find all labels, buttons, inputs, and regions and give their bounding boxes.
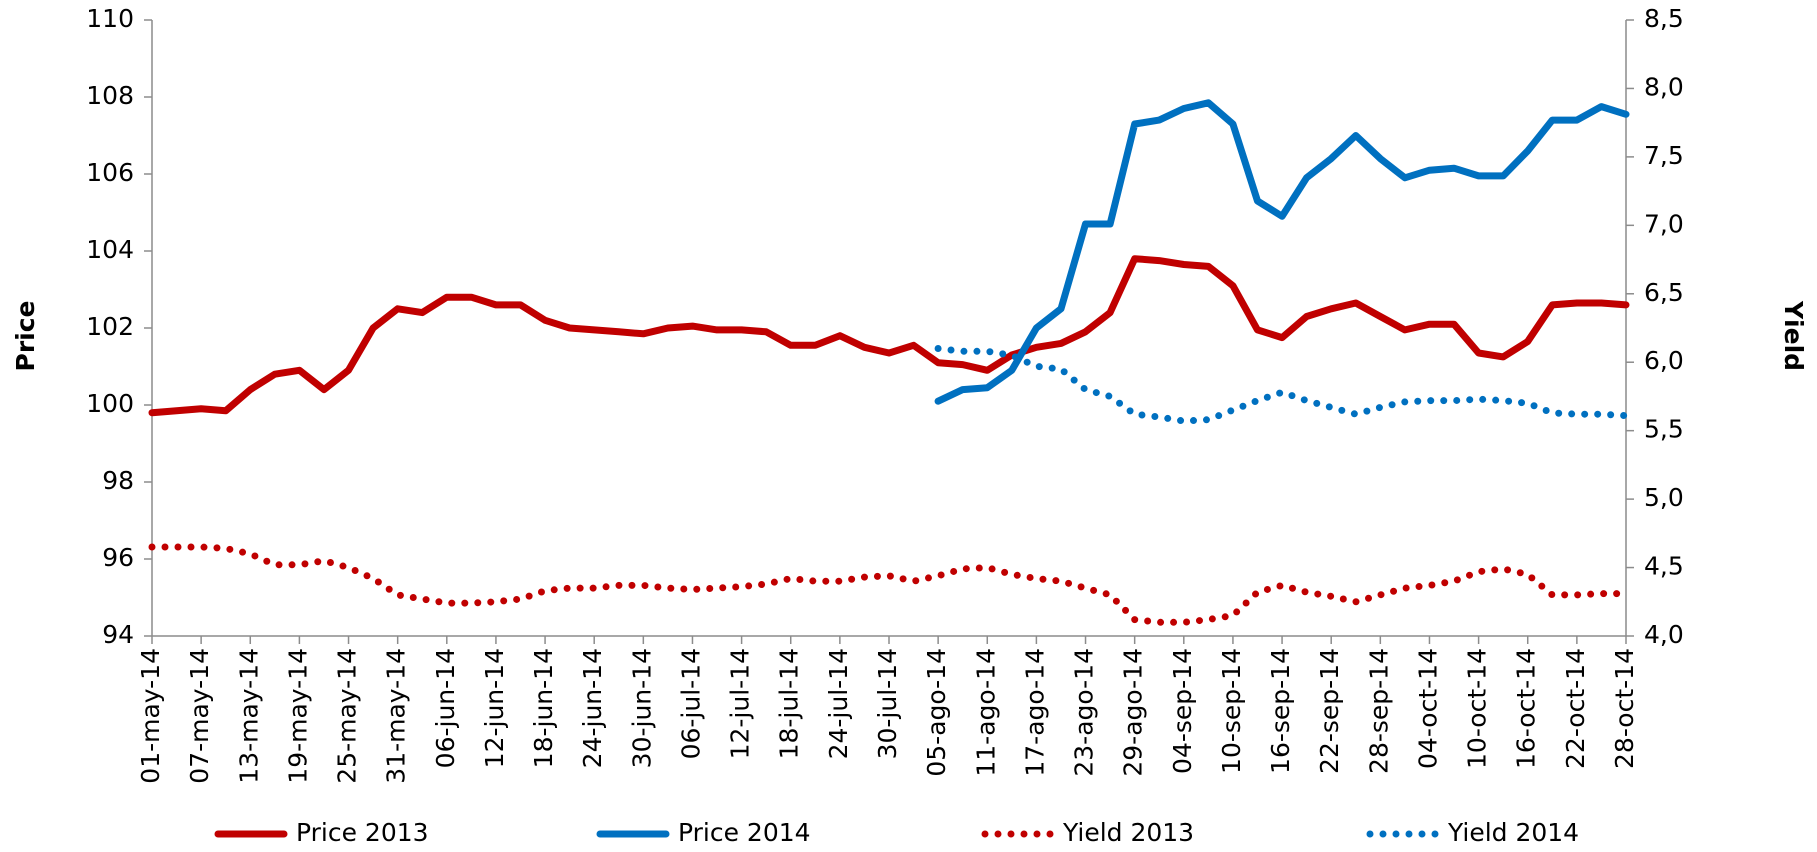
x-tick-label: 19-may-14 [283,648,312,784]
y2-tick-label: 5,5 [1644,415,1684,444]
y2-tick-label: 6,5 [1644,278,1684,307]
x-tick-label: 22-sep-14 [1315,648,1344,774]
x-tick-label: 25-may-14 [333,648,362,784]
y-tick-label: 100 [86,389,134,418]
x-tick-label: 24-jul-14 [824,648,853,759]
y2-tick-label: 8,5 [1644,4,1684,33]
x-tick-label: 10-oct-14 [1463,648,1492,769]
x-tick-label: 16-sep-14 [1266,648,1295,774]
x-tick-label: 16-oct-14 [1512,648,1541,769]
y-tick-label: 94 [102,620,134,649]
x-tick-label: 11-ago-14 [971,648,1000,777]
series-line [148,543,1630,626]
x-tick-label: 01-may-14 [136,648,165,784]
x-tick-label: 04-sep-14 [1168,648,1197,774]
x-tick-label: 30-jun-14 [627,648,656,768]
x-tick-label: 29-ago-14 [1119,648,1148,777]
x-tick-label: 31-may-14 [382,648,411,784]
x-tick-label: 28-oct-14 [1610,648,1639,769]
legend-label: Yield 2013 [1062,818,1194,847]
x-tick-label: 17-ago-14 [1020,648,1049,777]
series-line [934,345,1630,425]
legend-label: Yield 2014 [1447,818,1579,847]
x-tick-label: 28-sep-14 [1364,648,1393,774]
x-tick-label: 18-jun-14 [529,648,558,768]
y2-tick-label: 7,0 [1644,209,1684,238]
x-tick-label: 10-sep-14 [1217,648,1246,774]
legend-label: Price 2013 [296,818,429,847]
y-tick-label: 96 [102,543,134,572]
y-tick-label: 104 [86,235,134,264]
y-axis-label: Price [11,301,40,372]
y2-tick-label: 4,0 [1644,620,1684,649]
x-tick-label: 24-jun-14 [578,648,607,768]
x-tick-label: 13-may-14 [234,648,263,784]
series-line [934,99,1630,405]
x-tick-label: 07-may-14 [185,648,214,784]
x-tick-label: 04-oct-14 [1413,648,1442,769]
y2-tick-label: 8,0 [1644,72,1684,101]
x-tick-label: 30-jul-14 [873,648,902,759]
legend-label: Price 2014 [678,818,811,847]
y-tick-label: 98 [102,466,134,495]
x-tick-label: 06-jun-14 [431,648,460,768]
x-tick-label: 18-jul-14 [775,648,804,759]
series-line [148,255,1630,417]
y-tick-label: 102 [86,312,134,341]
y-tick-label: 108 [86,81,134,110]
x-tick-label: 23-ago-14 [1070,648,1099,777]
y2-tick-label: 4,5 [1644,552,1684,581]
y-tick-label: 106 [86,158,134,187]
x-tick-label: 06-jul-14 [676,648,705,759]
y2-axis-label: Yield [1779,300,1808,371]
x-tick-label: 05-ago-14 [922,648,951,777]
x-tick-label: 12-jun-14 [480,648,509,768]
x-tick-label: 22-oct-14 [1561,648,1590,769]
y2-tick-label: 5,0 [1644,483,1684,512]
y2-tick-label: 6,0 [1644,346,1684,375]
y2-tick-label: 7,5 [1644,141,1684,170]
x-tick-label: 12-jul-14 [726,648,755,759]
y-tick-label: 110 [86,4,134,33]
